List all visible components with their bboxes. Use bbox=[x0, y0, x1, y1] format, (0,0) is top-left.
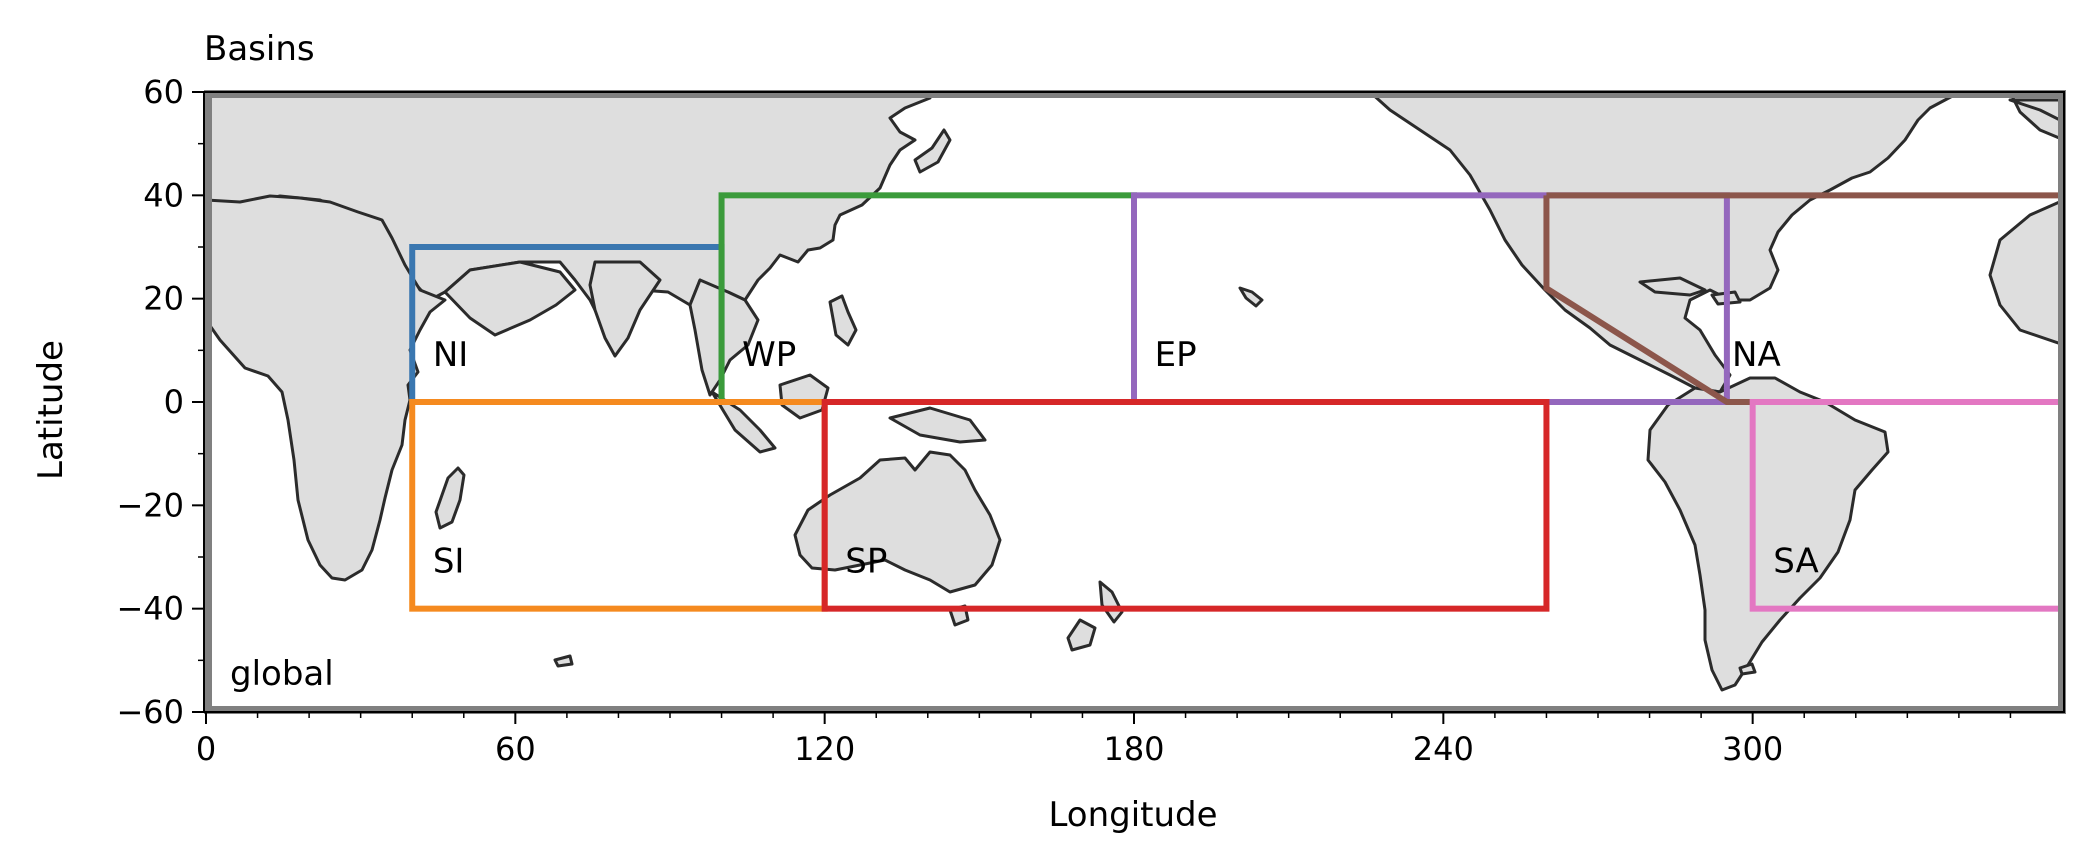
y-tick-label: 40 bbox=[143, 176, 184, 214]
new-zealand bbox=[1066, 580, 1124, 652]
y-axis-title: Latitude bbox=[31, 340, 71, 480]
madagascar bbox=[434, 466, 466, 530]
north-america bbox=[1368, 92, 1962, 394]
japan bbox=[913, 128, 952, 174]
y-tick-label: 20 bbox=[143, 280, 184, 318]
hawaii bbox=[1238, 286, 1264, 308]
basin-label-sa: SA bbox=[1773, 542, 1818, 582]
india bbox=[588, 260, 662, 358]
basin-label-ep: EP bbox=[1155, 335, 1197, 375]
x-tick-label: 60 bbox=[495, 730, 536, 768]
basin-label-sp: SP bbox=[845, 542, 887, 582]
basin-outline-sp bbox=[821, 399, 1550, 612]
small-island bbox=[553, 654, 574, 668]
africa-landmass bbox=[206, 194, 447, 582]
x-tick-label: 180 bbox=[1103, 730, 1164, 768]
map-plot-area: NI WP EP NA SI SP SA global bbox=[203, 90, 2066, 714]
philippines bbox=[828, 294, 858, 347]
x-axis-ticks: 0 60 120 180 240 300 bbox=[196, 712, 2012, 768]
x-tick-label: 300 bbox=[1722, 730, 1783, 768]
europe-africa-east-edge bbox=[1988, 198, 2064, 347]
sumatra-java bbox=[710, 390, 777, 454]
global-region-outline bbox=[204, 90, 2066, 714]
y-tick-label: 60 bbox=[143, 73, 184, 111]
british-isles-edge bbox=[2008, 98, 2064, 124]
australia bbox=[793, 450, 1002, 594]
basin-label-na: NA bbox=[1732, 335, 1781, 375]
basin-labels: NI WP EP NA SI SP SA bbox=[433, 335, 1819, 582]
new-guinea bbox=[888, 406, 987, 444]
y-tick-label: −20 bbox=[116, 486, 184, 524]
y-tick-label: 0 bbox=[164, 383, 184, 421]
x-axis-title: Longitude bbox=[1048, 795, 1217, 835]
cuba bbox=[1638, 276, 1707, 297]
basin-label-ni: NI bbox=[433, 335, 468, 375]
arabia bbox=[443, 260, 577, 337]
map-title: Basins bbox=[204, 29, 315, 69]
basin-outlines bbox=[409, 192, 2065, 612]
global-label: global bbox=[230, 654, 334, 694]
y-tick-label: −60 bbox=[116, 693, 184, 731]
x-tick-label: 240 bbox=[1413, 730, 1474, 768]
basin-label-si: SI bbox=[433, 542, 465, 582]
x-tick-label: 120 bbox=[794, 730, 855, 768]
y-axis-ticks: 60 40 20 0 −20 −40 −60 bbox=[116, 73, 204, 731]
small-island bbox=[1738, 662, 1757, 676]
basin-label-wp: WP bbox=[742, 335, 796, 375]
coastlines bbox=[206, 92, 2064, 692]
x-tick-label: 0 bbox=[196, 730, 216, 768]
y-tick-label: −40 bbox=[116, 590, 184, 628]
